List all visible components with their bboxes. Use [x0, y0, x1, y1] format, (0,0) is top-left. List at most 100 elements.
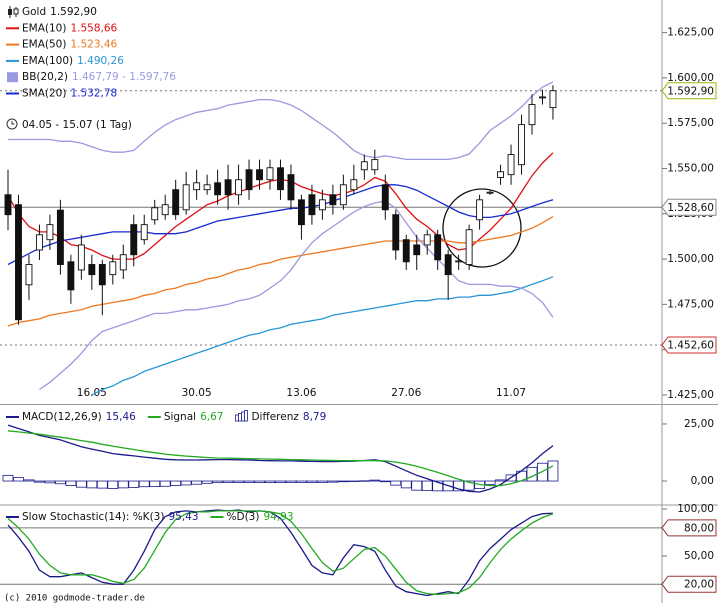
candle-body [46, 224, 54, 241]
histogram-bar [285, 480, 297, 483]
histogram-bar [379, 480, 391, 483]
x-tick-label: 11.07 [496, 387, 526, 399]
histogram-bar [44, 480, 56, 484]
candle-body [214, 182, 222, 196]
legend-value: 94,93 [263, 511, 293, 523]
y-tick-label: 25,00 [684, 418, 714, 430]
candle-body [266, 167, 274, 181]
histogram-bar [23, 479, 35, 482]
histogram-bar [421, 480, 433, 492]
legend-value: 1.467,79 - 1.597,76 [72, 71, 176, 83]
candle-body [402, 239, 410, 263]
candle-body [35, 234, 43, 251]
candle-body [88, 264, 96, 276]
candle-body [381, 184, 389, 211]
indicator-line [7, 510, 554, 596]
legend-item: Signal 6,67 [147, 411, 224, 423]
histogram-bar [149, 480, 161, 487]
histogram-bar [13, 477, 24, 482]
legend-text: EMA(50) 1.523,46 [22, 39, 118, 51]
histogram-bar [432, 480, 444, 492]
legend-value: 95,43 [168, 511, 198, 523]
histogram-bar [107, 480, 119, 489]
histogram-bar [390, 480, 402, 486]
histogram-bar [170, 480, 182, 486]
bollinger-lower [39, 200, 554, 391]
candle-body [308, 194, 316, 216]
candle-body [297, 199, 305, 226]
histogram-bar [2, 474, 14, 482]
y-tick-label: 100,00 [677, 503, 714, 515]
indicator-line [91, 276, 554, 396]
histogram-bar [55, 480, 66, 485]
x-tick-label: 30.05 [182, 387, 212, 399]
y-tick-label: 1.550,00 [667, 162, 714, 174]
candle-body [497, 171, 505, 178]
legend-value: 8,79 [303, 411, 326, 423]
histogram-bar [96, 480, 108, 489]
indicator-line [7, 430, 554, 487]
histogram-bar [191, 480, 203, 485]
histogram-bar [138, 480, 150, 488]
legend-item: %D(3) 94,93 [210, 511, 294, 523]
histogram-bar [212, 480, 224, 484]
legend-name: Slow Stochastic(14): %K(3) [22, 511, 164, 523]
legend-value: 6,67 [200, 411, 223, 423]
candle-body [423, 234, 431, 246]
candle-body [15, 204, 22, 321]
candle-body [539, 96, 546, 99]
candle-body [140, 224, 148, 241]
histogram-bar [337, 480, 349, 483]
indicator-line [7, 184, 554, 266]
y-tick-label: 50,00 [684, 550, 714, 562]
candle-body [465, 229, 473, 265]
candle-body [476, 199, 484, 221]
candle-body [98, 264, 106, 286]
legend-text: %D(3) 94,93 [227, 511, 294, 523]
legend-item: Slow Stochastic(14): %K(3) 95,43 [6, 511, 199, 523]
legend-text: Signal 6,67 [164, 411, 224, 423]
legend-name: Signal [164, 411, 196, 423]
reference-label-box [661, 575, 717, 593]
histogram-bar [65, 480, 77, 486]
x-tick-label: 13.06 [286, 387, 316, 399]
candle-body [25, 264, 33, 286]
x-tick-label: 16.05 [77, 387, 107, 399]
histogram-bar [316, 480, 328, 483]
candle-body [528, 104, 536, 126]
legend-value: 1.558,66 [70, 22, 117, 34]
candle-body [549, 90, 557, 109]
legend-name: EMA(50) [22, 39, 66, 51]
histogram-bar [296, 480, 307, 483]
candle-body [329, 194, 337, 206]
candle-body [444, 254, 452, 276]
legend-item: BB(20,2) 1.467,79 - 1.597,76 [7, 71, 176, 83]
clock-icon [6, 118, 18, 130]
candle-body [4, 194, 12, 216]
histogram-bar [327, 480, 339, 483]
copyright: (c) 2010 godmode-trader.de [4, 594, 145, 604]
bollinger-upper [8, 81, 554, 161]
candle-body [161, 204, 169, 216]
histogram-bar [180, 480, 192, 486]
histogram-bar [358, 480, 370, 482]
period: 04.05 - 15.07 (1 Tag) [22, 119, 132, 131]
reference-label: 80,00 [684, 522, 714, 534]
candle-body [518, 124, 525, 166]
legend-icon [235, 414, 239, 422]
y-tick-label: 1.425,00 [667, 389, 714, 401]
legend-text: BB(20,2) 1.467,79 - 1.597,76 [22, 71, 176, 83]
x-tick-label: 27.06 [391, 387, 421, 399]
legend-value: 15,46 [106, 411, 136, 423]
candle-body [434, 234, 442, 261]
legend-name: MACD(12,26,9) [22, 411, 102, 423]
candle-body [67, 261, 75, 291]
legend-name: Differenz [251, 411, 299, 423]
reference-label-box [661, 198, 717, 216]
legend-text: SMA(20) 1.532,78 [22, 88, 117, 100]
reference-label: 1.592,90 [667, 85, 714, 97]
legend-name: BB(20,2) [22, 71, 68, 83]
reference-label: 1.452,60 [667, 339, 714, 351]
histogram-bar [233, 480, 244, 483]
reference-label-box [661, 519, 717, 537]
